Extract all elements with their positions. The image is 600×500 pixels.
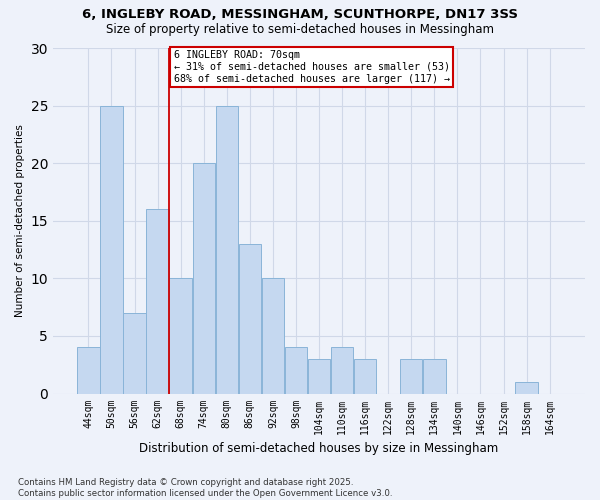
Text: Size of property relative to semi-detached houses in Messingham: Size of property relative to semi-detach… bbox=[106, 22, 494, 36]
Bar bbox=[77, 348, 100, 394]
Bar bbox=[146, 210, 169, 394]
Bar bbox=[239, 244, 261, 394]
Bar bbox=[285, 348, 307, 394]
Text: 6, INGLEBY ROAD, MESSINGHAM, SCUNTHORPE, DN17 3SS: 6, INGLEBY ROAD, MESSINGHAM, SCUNTHORPE,… bbox=[82, 8, 518, 20]
Bar bbox=[423, 359, 446, 394]
Bar bbox=[262, 278, 284, 394]
Bar bbox=[215, 106, 238, 394]
Bar bbox=[331, 348, 353, 394]
Text: 6 INGLEBY ROAD: 70sqm
← 31% of semi-detached houses are smaller (53)
68% of semi: 6 INGLEBY ROAD: 70sqm ← 31% of semi-deta… bbox=[174, 50, 450, 84]
Bar bbox=[169, 278, 192, 394]
Bar bbox=[354, 359, 376, 394]
Bar bbox=[308, 359, 330, 394]
Bar bbox=[515, 382, 538, 394]
Y-axis label: Number of semi-detached properties: Number of semi-detached properties bbox=[15, 124, 25, 317]
X-axis label: Distribution of semi-detached houses by size in Messingham: Distribution of semi-detached houses by … bbox=[139, 442, 499, 455]
Bar bbox=[400, 359, 422, 394]
Bar bbox=[193, 163, 215, 394]
Bar bbox=[124, 313, 146, 394]
Bar bbox=[100, 106, 122, 394]
Text: Contains HM Land Registry data © Crown copyright and database right 2025.
Contai: Contains HM Land Registry data © Crown c… bbox=[18, 478, 392, 498]
